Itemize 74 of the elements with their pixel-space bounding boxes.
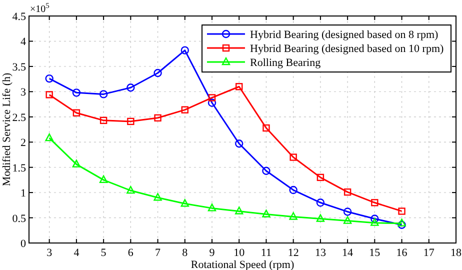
point xyxy=(126,84,135,92)
y-tick-label: 2 xyxy=(20,137,26,150)
point xyxy=(99,175,108,184)
x-tick-label: 16 xyxy=(396,247,408,259)
point xyxy=(154,68,162,78)
point xyxy=(371,199,378,206)
point xyxy=(262,124,270,132)
point xyxy=(316,198,325,207)
point xyxy=(180,46,189,54)
x-tick-label: 11 xyxy=(260,247,272,259)
point xyxy=(72,160,81,168)
y-tick-label: 0 xyxy=(20,238,26,250)
point xyxy=(289,186,298,194)
x-tick-label: 10 xyxy=(234,247,246,259)
y-tick-label: 0.5 xyxy=(12,212,26,225)
point xyxy=(126,186,135,194)
x-tick-label: 12 xyxy=(288,247,299,259)
point xyxy=(208,204,216,212)
x-tick-label: 9 xyxy=(209,247,216,259)
point xyxy=(46,91,53,98)
point xyxy=(236,83,243,90)
point xyxy=(180,199,189,207)
point xyxy=(343,216,352,224)
point xyxy=(344,188,352,196)
x-tick-label: 5 xyxy=(100,247,107,259)
y-tick-label: 2.5 xyxy=(12,112,26,124)
y-tick-label: 4 xyxy=(20,36,26,48)
point xyxy=(100,116,108,124)
point xyxy=(235,206,244,214)
point xyxy=(45,133,54,142)
x-tick-label: 8 xyxy=(182,247,188,259)
y-tick-label: 4.5 xyxy=(12,11,26,23)
point xyxy=(262,166,270,175)
x-tick-label: 4 xyxy=(74,247,80,259)
x-tick-label: 13 xyxy=(314,247,326,259)
point xyxy=(316,174,324,182)
x-tick-label: 18 xyxy=(450,247,462,259)
y-tick-label: 1 xyxy=(20,188,26,200)
x-tick-label: 7 xyxy=(155,247,162,259)
y-tick-label: 3 xyxy=(20,86,26,99)
point xyxy=(398,220,406,229)
y-tick-label: 3.5 xyxy=(12,61,26,74)
point xyxy=(208,98,216,107)
point xyxy=(370,214,379,223)
point xyxy=(398,218,406,226)
point xyxy=(316,214,325,222)
point xyxy=(45,74,54,83)
y-tick-label: 1.5 xyxy=(12,162,26,174)
x-tick-label: 6 xyxy=(128,247,134,259)
point xyxy=(235,140,244,148)
legend-label: Hybrid Bearing (designed based on 8 rpm) xyxy=(250,29,439,41)
x-axis-title: Rotational Speed (rpm) xyxy=(190,259,294,270)
x-tick-label: 14 xyxy=(342,247,354,259)
point xyxy=(208,94,216,102)
point xyxy=(154,193,162,201)
point xyxy=(343,208,352,216)
point xyxy=(370,218,379,226)
point xyxy=(72,109,80,116)
point xyxy=(127,118,134,126)
text: ×10$^{5}$ xyxy=(30,0,50,15)
point xyxy=(398,208,406,215)
point xyxy=(181,106,188,114)
legend-label: Rolling Bearing xyxy=(250,57,322,69)
x-tick-label: 15 xyxy=(369,247,381,259)
y-axis-title: Modified Service Life (h) xyxy=(1,72,13,186)
point xyxy=(289,212,298,220)
legend-label: Hybrid Bearing (designed based on 10 rpm) xyxy=(250,43,444,55)
x-tick-label: 17 xyxy=(423,247,435,259)
point xyxy=(154,114,162,122)
point xyxy=(72,88,81,97)
point xyxy=(262,210,270,218)
x-tick-label: 3 xyxy=(46,247,53,259)
point xyxy=(99,90,108,98)
point xyxy=(290,154,297,161)
